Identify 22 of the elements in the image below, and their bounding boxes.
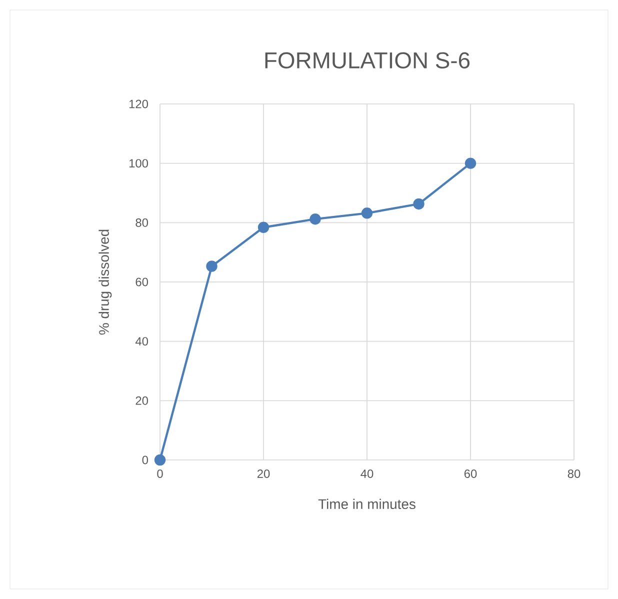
point <box>206 260 218 272</box>
x-tick-label: 20 <box>257 470 270 478</box>
x-axis-title: Time in minutes <box>318 498 416 510</box>
y-axis-title: % drug dissolved <box>98 230 112 335</box>
point <box>154 454 166 466</box>
x-tick-label: 40 <box>360 470 374 478</box>
point <box>310 213 321 225</box>
y-tick-label: 80 <box>136 218 148 227</box>
point <box>413 198 424 210</box>
y-tick-label: 40 <box>135 337 148 346</box>
y-tick-label: 20 <box>136 396 148 405</box>
y-tick-label: 100 <box>129 159 148 168</box>
x-tick-label: 80 <box>568 470 580 478</box>
point <box>361 208 373 219</box>
y-tick-label: 60 <box>136 278 148 286</box>
chart-title: FORMULATION S-6 <box>265 52 470 68</box>
point <box>258 222 270 233</box>
x-tick-label: 60 <box>464 470 477 478</box>
x-tick-label: 0 <box>157 470 163 478</box>
y-tick-label: 0 <box>142 456 148 464</box>
y-tick-label: 120 <box>129 100 148 108</box>
point <box>464 158 476 169</box>
